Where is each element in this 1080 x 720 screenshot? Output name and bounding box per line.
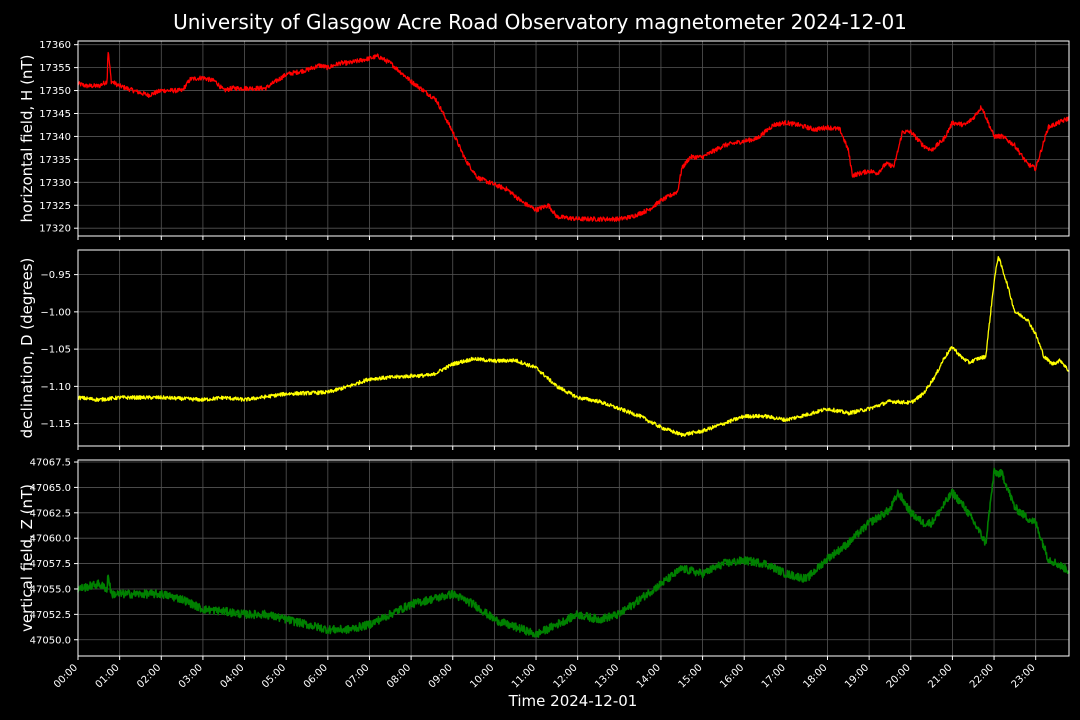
y-tick-label: 47057.5 — [30, 559, 71, 570]
y-tick-label: 17350 — [39, 86, 71, 97]
x-axis-label: Time 2024-12-01 — [508, 692, 638, 710]
y-tick-label: −1.10 — [40, 382, 71, 393]
y-tick-label: 47062.5 — [30, 508, 71, 519]
y-tick-label: −1.05 — [40, 345, 71, 356]
y-tick-label: 47067.5 — [30, 458, 71, 469]
y-tick-label: 17335 — [39, 155, 71, 166]
series-line-z — [77, 467, 1070, 638]
axes-frame — [77, 249, 1070, 447]
y-tick-label: 47065.0 — [30, 483, 71, 494]
y-tick-label: 47060.0 — [30, 534, 71, 545]
y-tick-label: −1.15 — [40, 419, 71, 430]
axes-frame — [77, 459, 1070, 657]
y-tick-label: 17325 — [39, 201, 71, 212]
axes-frame — [77, 40, 1070, 237]
y-axis-label-d: declination, D (degrees) — [18, 258, 36, 439]
y-tick-label: 17340 — [39, 132, 71, 143]
y-tick-label: 17360 — [39, 40, 71, 51]
y-tick-label: 47050.0 — [30, 635, 71, 646]
y-tick-label: −1.00 — [40, 307, 71, 318]
y-axis-label-h: horizontal field, H (nT) — [18, 55, 36, 223]
y-tick-label: 17345 — [39, 109, 71, 120]
y-tick-label: 17330 — [39, 178, 71, 189]
chart-title: University of Glasgow Acre Road Observat… — [173, 10, 907, 34]
y-axis-label-z: vertical field, Z (nT) — [18, 484, 36, 632]
y-tick-label: 47052.5 — [30, 610, 71, 621]
y-tick-label: 17355 — [39, 63, 71, 74]
panel-h: 17320 17325 17330 17335 17340 17345 17350 17355… — [18, 40, 1070, 240]
y-tick-label: 17320 — [39, 224, 71, 235]
panel-d: −1.15 −1.10 −1.05 −1.00 −0.95 declination, D … — [18, 249, 1070, 450]
series-line-d — [77, 255, 1070, 438]
series-line-h — [77, 51, 1070, 222]
y-tick-label: 47055.0 — [30, 584, 71, 595]
y-tick-label: −0.95 — [40, 270, 71, 281]
